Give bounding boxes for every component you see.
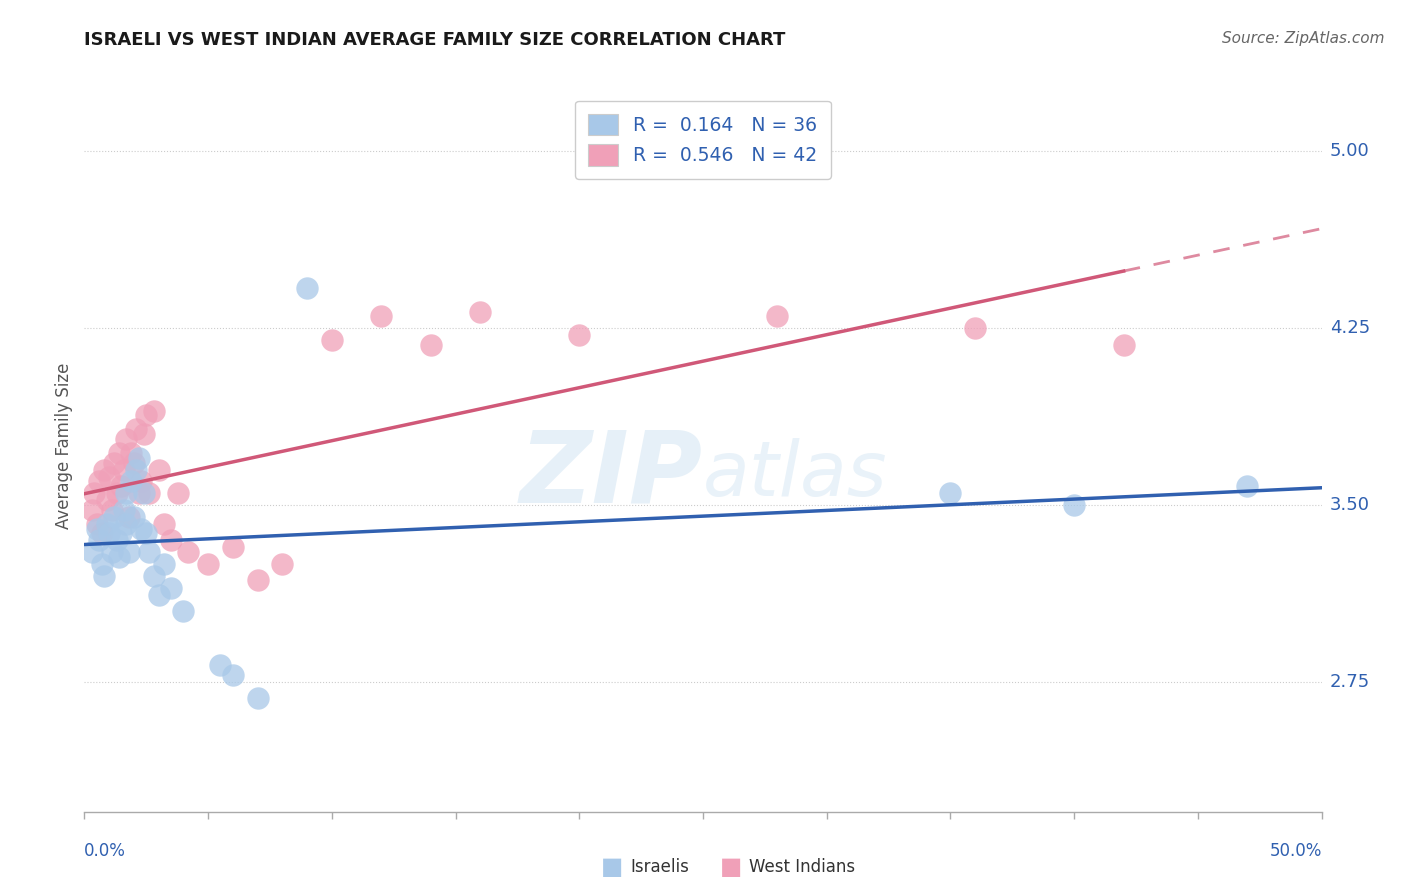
Point <box>766 310 789 324</box>
Point <box>246 574 269 588</box>
Point <box>939 486 962 500</box>
Point <box>370 310 392 324</box>
Point <box>115 516 138 531</box>
Point <box>108 549 131 564</box>
Point <box>90 557 112 571</box>
Point <box>209 658 232 673</box>
Point <box>83 486 105 500</box>
Point <box>160 581 183 595</box>
Point <box>98 526 121 541</box>
Point <box>142 568 165 582</box>
Point <box>246 691 269 706</box>
Point <box>80 545 103 559</box>
Point <box>135 409 157 423</box>
Point <box>96 516 118 531</box>
Point <box>167 486 190 500</box>
Point <box>89 475 111 489</box>
Point <box>419 337 441 351</box>
Point <box>295 281 318 295</box>
Text: 2.75: 2.75 <box>1330 673 1371 691</box>
Text: 4.25: 4.25 <box>1330 319 1371 337</box>
Point <box>142 403 165 417</box>
Text: 0.0%: 0.0% <box>84 842 127 860</box>
Point <box>177 545 200 559</box>
Text: ■: ■ <box>720 855 742 879</box>
Point <box>160 533 183 548</box>
Text: West Indians: West Indians <box>749 858 855 876</box>
Point <box>93 568 115 582</box>
Text: ISRAELI VS WEST INDIAN AVERAGE FAMILY SIZE CORRELATION CHART: ISRAELI VS WEST INDIAN AVERAGE FAMILY SI… <box>84 31 786 49</box>
Point <box>112 502 135 516</box>
Point <box>172 604 194 618</box>
Point <box>120 446 142 460</box>
Point <box>965 321 987 335</box>
Point <box>108 446 131 460</box>
Point <box>100 502 122 516</box>
Point <box>197 557 219 571</box>
Point <box>148 588 170 602</box>
Point <box>86 522 108 536</box>
Point <box>128 450 150 465</box>
Point <box>135 526 157 541</box>
Point <box>89 533 111 548</box>
Point <box>103 456 125 470</box>
Text: ■: ■ <box>600 855 623 879</box>
Point <box>118 509 141 524</box>
Point <box>118 545 141 559</box>
Point <box>222 668 245 682</box>
Point <box>120 475 142 489</box>
Point <box>222 541 245 555</box>
Text: Israelis: Israelis <box>630 858 689 876</box>
Point <box>93 462 115 476</box>
Point <box>122 509 145 524</box>
Point <box>138 486 160 500</box>
Point <box>321 333 343 347</box>
Point <box>152 557 174 571</box>
Point <box>128 486 150 500</box>
Point <box>110 479 132 493</box>
Point <box>1112 337 1135 351</box>
Point <box>105 533 128 548</box>
Point <box>103 509 125 524</box>
Point <box>568 328 591 343</box>
Text: atlas: atlas <box>703 438 887 512</box>
Point <box>1236 479 1258 493</box>
Text: 3.50: 3.50 <box>1330 496 1369 514</box>
Point <box>122 456 145 470</box>
Point <box>129 522 152 536</box>
Point <box>80 502 103 516</box>
Point <box>105 486 128 500</box>
Text: 50.0%: 50.0% <box>1270 842 1322 860</box>
Point <box>132 427 155 442</box>
Point <box>115 486 138 500</box>
Point <box>110 526 132 541</box>
Point <box>112 462 135 476</box>
Point <box>125 422 148 436</box>
Text: 5.00: 5.00 <box>1330 142 1369 160</box>
Point <box>148 462 170 476</box>
Point <box>138 545 160 559</box>
Point <box>132 486 155 500</box>
Text: ZIP: ZIP <box>520 426 703 524</box>
Point <box>90 526 112 541</box>
Point <box>96 493 118 508</box>
Point <box>271 557 294 571</box>
Point <box>125 462 148 476</box>
Y-axis label: Average Family Size: Average Family Size <box>55 363 73 529</box>
Point <box>115 432 138 446</box>
Point <box>129 475 152 489</box>
Point <box>86 516 108 531</box>
Point <box>1063 498 1085 512</box>
Point <box>470 304 492 318</box>
Point <box>100 545 122 559</box>
Point <box>98 469 121 483</box>
Legend: R =  0.164   N = 36, R =  0.546   N = 42: R = 0.164 N = 36, R = 0.546 N = 42 <box>575 101 831 178</box>
Point <box>152 516 174 531</box>
Text: Source: ZipAtlas.com: Source: ZipAtlas.com <box>1222 31 1385 46</box>
